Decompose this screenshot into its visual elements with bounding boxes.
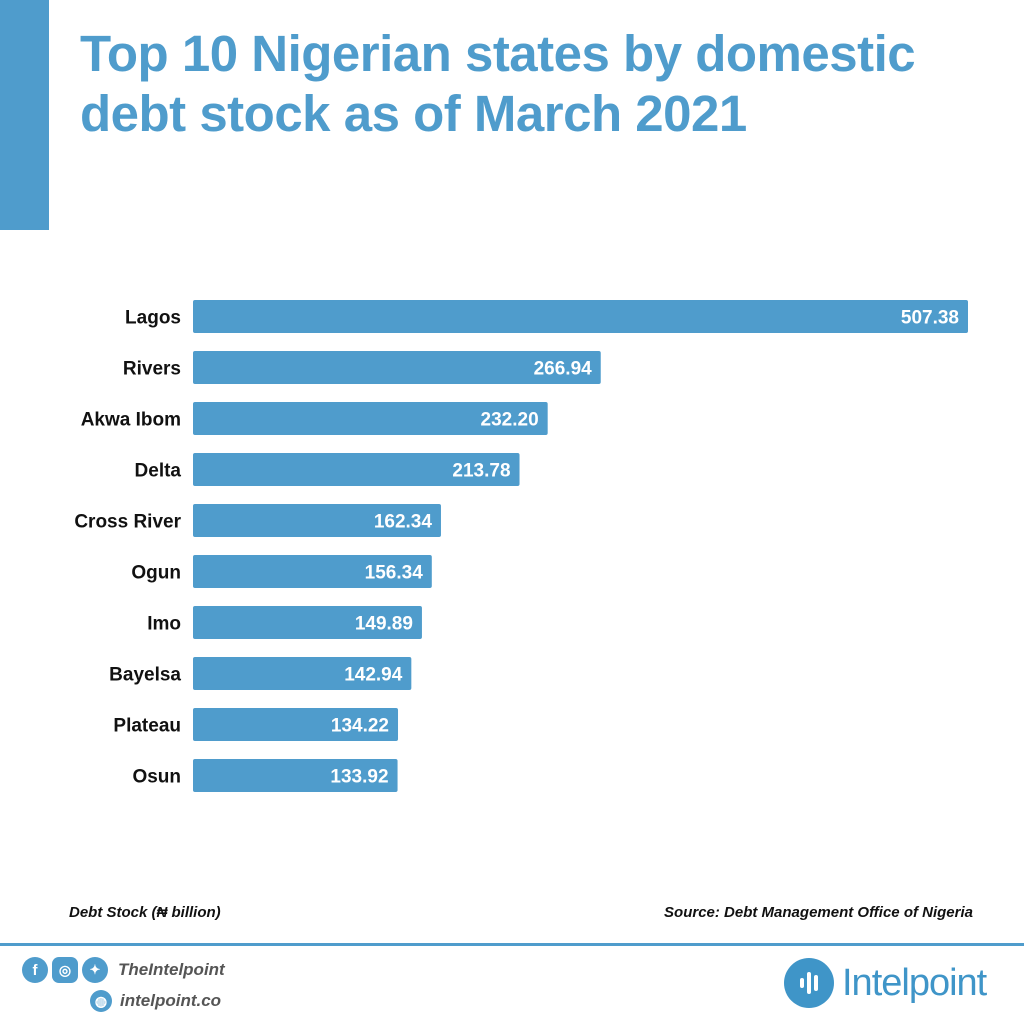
bar-rivers bbox=[193, 351, 601, 384]
category-label: Bayelsa bbox=[109, 665, 181, 686]
category-label: Osun bbox=[132, 767, 181, 788]
bar-lagos bbox=[193, 300, 968, 333]
logo-icon bbox=[784, 958, 834, 1008]
value-label: 149.89 bbox=[355, 614, 413, 635]
bar-osun bbox=[193, 759, 398, 792]
page-title: Top 10 Nigerian states by domestic debt … bbox=[80, 25, 916, 142]
globe-icon: ◍ bbox=[90, 990, 112, 1012]
value-label: 232.20 bbox=[481, 410, 539, 431]
value-label: 156.34 bbox=[365, 563, 424, 584]
bar-chart: Lagos 507.38 Rivers 266.94 Akwa Ibom 232.20 De… bbox=[74, 300, 968, 792]
twitter-icon[interactable]: ✦ bbox=[82, 957, 108, 983]
bar-plateau bbox=[193, 708, 399, 741]
category-label: Cross River bbox=[74, 512, 181, 533]
value-label: 142.94 bbox=[344, 665, 403, 686]
category-label: Lagos bbox=[125, 308, 181, 329]
value-label: 507.38 bbox=[901, 308, 959, 329]
social-handle[interactable]: TheIntelpoint bbox=[118, 960, 225, 979]
instagram-icon[interactable]: ◎ bbox=[52, 957, 78, 983]
source-note: Source: Debt Management Office of Nigeri… bbox=[664, 904, 973, 921]
category-label: Akwa Ibom bbox=[81, 410, 181, 431]
unit-note: Debt Stock (₦ billion) bbox=[69, 904, 221, 921]
value-label: 133.92 bbox=[330, 767, 388, 788]
bar-bayelsa bbox=[193, 657, 412, 690]
value-label: 266.94 bbox=[534, 359, 593, 380]
social-links: f ◎ ✦ TheIntelpoint bbox=[22, 957, 225, 983]
value-label: 213.78 bbox=[452, 461, 510, 482]
category-label: Rivers bbox=[123, 359, 181, 380]
website-link: ◍ intelpoint.co bbox=[90, 990, 221, 1012]
category-label: Imo bbox=[147, 614, 181, 635]
bar-cross-river bbox=[193, 504, 441, 537]
website-url[interactable]: intelpoint.co bbox=[120, 991, 222, 1010]
category-label: Plateau bbox=[113, 716, 181, 737]
bar-ogun bbox=[193, 555, 432, 588]
category-label: Delta bbox=[135, 461, 182, 482]
bar-delta bbox=[193, 453, 520, 486]
facebook-icon[interactable]: f bbox=[22, 957, 48, 983]
brand-logo: Intelpoint bbox=[784, 958, 987, 1008]
accent-bar bbox=[0, 0, 49, 230]
value-label: 162.34 bbox=[374, 512, 433, 533]
value-label: 134.22 bbox=[331, 716, 389, 737]
category-label: Ogun bbox=[131, 563, 181, 584]
bar-imo bbox=[193, 606, 422, 639]
bar-akwa-ibom bbox=[193, 402, 548, 435]
brand-name: Intelpoint bbox=[842, 961, 987, 1004]
divider bbox=[0, 943, 1024, 946]
